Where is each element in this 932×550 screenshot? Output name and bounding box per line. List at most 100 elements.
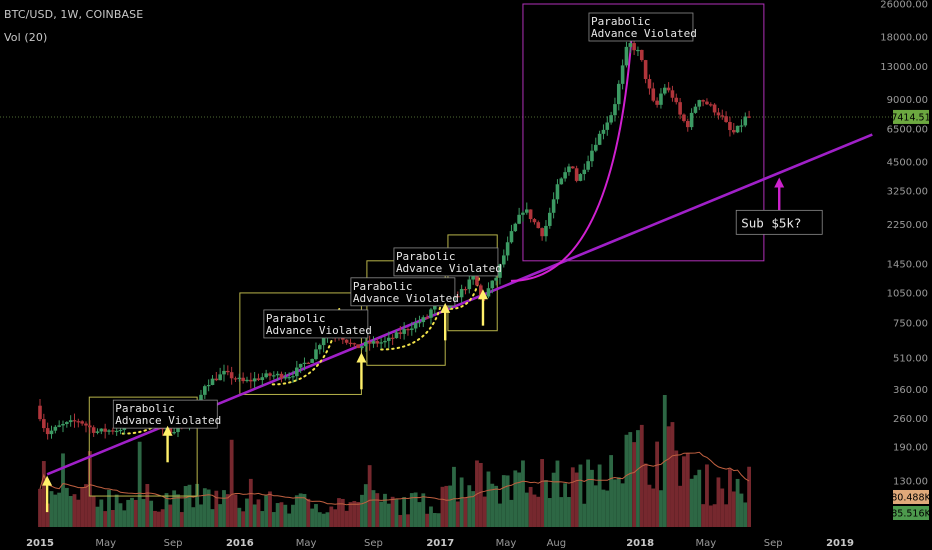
candle-body bbox=[555, 184, 560, 200]
volume-bar bbox=[616, 477, 621, 527]
candle-body bbox=[252, 378, 257, 382]
volume-bar bbox=[440, 486, 445, 527]
price-tick-label: 260.00 bbox=[893, 414, 928, 425]
volume-bar bbox=[49, 491, 54, 527]
up-arrow-head bbox=[356, 352, 367, 363]
volume-bar bbox=[141, 499, 146, 527]
volume-bar bbox=[463, 497, 468, 527]
candle-body bbox=[249, 379, 253, 382]
candle-body bbox=[490, 280, 495, 289]
annotation-label-text: Advance Violated bbox=[266, 324, 372, 337]
candle-body bbox=[574, 168, 579, 181]
volume-indicator-label[interactable]: Vol (20) bbox=[4, 31, 48, 44]
time-axis[interactable]: 2015 May Sep 2016 May Sep 2017 May Aug 2018 May Sep… bbox=[26, 538, 854, 549]
candle-body bbox=[42, 419, 46, 429]
volume-bar bbox=[333, 509, 338, 527]
candle-body bbox=[586, 161, 590, 170]
volume-bar bbox=[425, 513, 430, 527]
candle-body bbox=[459, 289, 464, 298]
callout-box bbox=[735, 209, 823, 235]
volume-bar bbox=[455, 501, 460, 527]
volume-bar bbox=[524, 492, 529, 527]
volume-bar bbox=[689, 478, 694, 527]
volume-bar bbox=[678, 485, 683, 527]
volume-bar bbox=[222, 490, 226, 527]
candle-body bbox=[720, 115, 725, 117]
candle-body bbox=[268, 373, 272, 376]
volume-bar bbox=[302, 493, 307, 527]
candle-body bbox=[593, 144, 598, 151]
time-tick-label: May bbox=[95, 538, 116, 549]
volume-bar bbox=[229, 439, 234, 527]
time-tick-label: Sep bbox=[764, 538, 783, 549]
annotation-label-text: Parabolic bbox=[115, 402, 175, 415]
volume-ma-badge: 85.516K bbox=[891, 509, 931, 520]
volume-bar bbox=[498, 503, 502, 527]
volume-bar bbox=[651, 488, 656, 527]
volume-bar bbox=[643, 463, 648, 527]
volume-ma-badge-bg bbox=[893, 506, 929, 520]
candle-body bbox=[528, 209, 533, 220]
volume-bar bbox=[413, 492, 418, 527]
price-tick-label: 13000.00 bbox=[880, 62, 928, 73]
candle-body bbox=[352, 343, 357, 345]
volume-bar bbox=[248, 478, 253, 527]
chart-title[interactable]: BTC/USD, 1W, COINBASE bbox=[4, 8, 144, 21]
volume-bar bbox=[95, 506, 100, 527]
candle-body bbox=[291, 376, 295, 378]
volume-bar bbox=[555, 460, 560, 527]
volume-bar bbox=[61, 453, 65, 527]
volume-bar bbox=[210, 509, 215, 527]
volume-bar bbox=[605, 490, 610, 527]
candle-body bbox=[226, 370, 230, 373]
candle-body bbox=[114, 430, 119, 433]
volume-bar bbox=[478, 462, 483, 527]
candle-body bbox=[413, 323, 418, 329]
candle-body bbox=[570, 166, 575, 169]
annotation-label-text: Parabolic bbox=[591, 15, 651, 28]
candle-body bbox=[563, 172, 567, 179]
annotation-label-text: Advance Violated bbox=[396, 262, 502, 275]
candle-body bbox=[38, 405, 42, 420]
candle-body bbox=[643, 60, 648, 80]
candle-body bbox=[659, 93, 663, 105]
volume-bar bbox=[639, 424, 644, 527]
price-tick-label: 360.00 bbox=[893, 385, 928, 396]
time-tick-label: Sep bbox=[364, 538, 383, 549]
volume-bar bbox=[743, 502, 748, 527]
candle-body bbox=[168, 428, 173, 433]
volume-bar bbox=[685, 453, 690, 527]
candle-body bbox=[685, 121, 690, 128]
volume-bar bbox=[490, 483, 495, 527]
candle-body bbox=[172, 432, 176, 434]
volume-bar bbox=[64, 487, 69, 527]
volume-bar bbox=[540, 459, 545, 527]
volume-bar bbox=[544, 480, 548, 527]
annotation-label-box bbox=[350, 277, 456, 307]
candle-body bbox=[616, 83, 621, 105]
volume-bar bbox=[68, 496, 73, 527]
volume-bar bbox=[406, 514, 410, 527]
volume-bar bbox=[57, 492, 62, 527]
candle-body bbox=[203, 386, 207, 395]
volume-bar bbox=[436, 513, 441, 527]
volume-bar bbox=[716, 477, 721, 527]
annotation-label-box bbox=[112, 399, 218, 429]
candle-body bbox=[582, 169, 587, 175]
candle-body bbox=[536, 222, 541, 229]
volume-bar bbox=[578, 464, 583, 527]
parabolic-curve bbox=[271, 305, 341, 386]
price-tick-label: 190.00 bbox=[893, 442, 928, 453]
candle-body bbox=[597, 133, 602, 145]
price-axis[interactable]: 26000.00 18000.00 13000.00 9000.00 6500.00 45… bbox=[880, 0, 928, 488]
time-tick-label: Sep bbox=[164, 538, 183, 549]
price-badges: 7414.51 80.488K 85.516K bbox=[891, 109, 931, 520]
candle-body bbox=[118, 429, 123, 432]
candle-body bbox=[609, 115, 613, 123]
volume-bar bbox=[360, 494, 364, 527]
time-tick-label: Aug bbox=[547, 538, 567, 549]
candle-body bbox=[505, 242, 510, 256]
candle-body bbox=[314, 349, 318, 360]
annotation-label-text: Advance Violated bbox=[115, 414, 221, 427]
